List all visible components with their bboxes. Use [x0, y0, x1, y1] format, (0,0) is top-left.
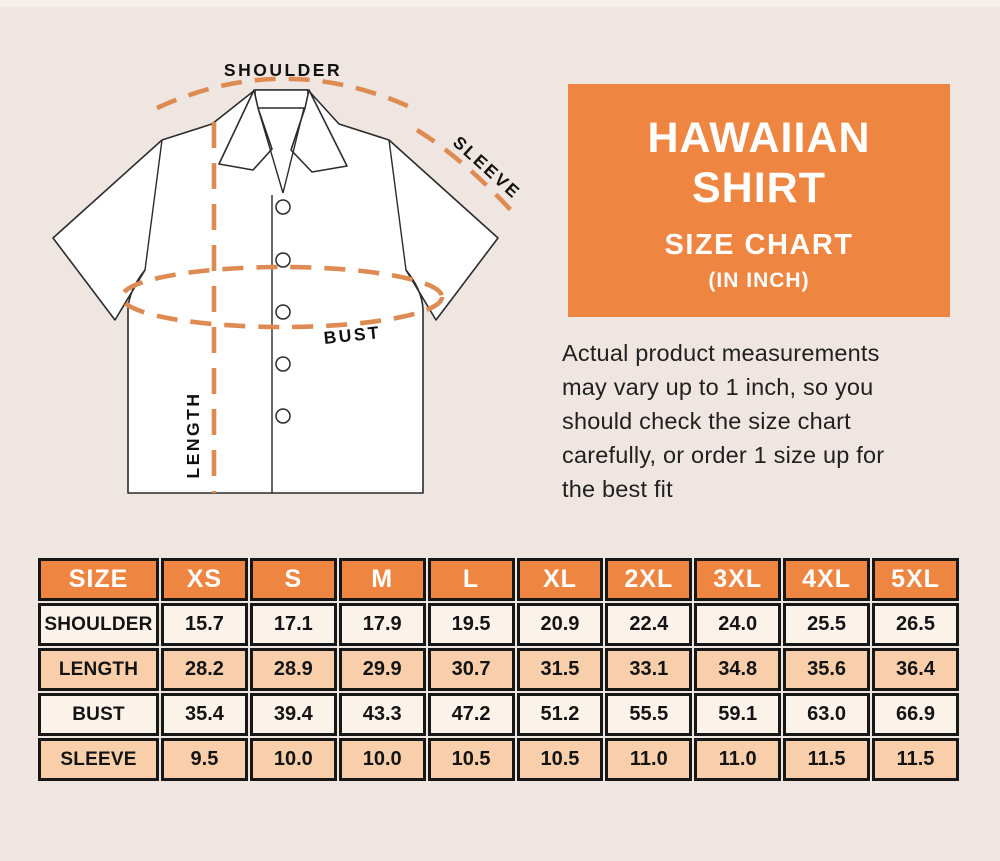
size-cell: 19.5	[427, 603, 515, 646]
size-cell: 11.0	[605, 738, 693, 781]
header-cell: XS	[161, 558, 248, 601]
size-cell: 66.9	[872, 693, 959, 736]
size-cell: 25.5	[783, 603, 870, 646]
length-measure-label: LENGTH	[183, 392, 203, 479]
table-row-sleeve: SLEEVE 9.5 10.0 10.0 10.5 10.5 11.0 11.0…	[38, 738, 959, 781]
size-cell: 10.0	[338, 738, 426, 781]
button	[275, 252, 291, 268]
neck-v-opening	[257, 107, 305, 194]
size-cell: 31.5	[516, 648, 604, 691]
note-line: the best fit	[562, 476, 673, 502]
header-cell: L	[427, 558, 515, 601]
size-cell: 24.0	[694, 603, 782, 646]
sleeve-measure-label: SLEEVE	[449, 132, 525, 203]
row-label: BUST	[38, 693, 159, 736]
size-cell: 51.2	[516, 693, 604, 736]
size-cell: 10.5	[516, 738, 604, 781]
size-cell: 33.1	[605, 648, 693, 691]
collar-left-flap	[218, 89, 273, 171]
size-cell: 63.0	[783, 693, 870, 736]
size-cell: 28.2	[161, 648, 248, 691]
size-cell: 17.9	[338, 603, 426, 646]
size-table-header-row: SIZE XS S M L XL 2XL 3XL 4XL 5XL	[38, 558, 959, 601]
header-cell: XL	[516, 558, 604, 601]
row-label: SHOULDER	[38, 603, 159, 646]
top-edge-strip	[0, 0, 1000, 7]
size-cell: 29.9	[338, 648, 426, 691]
collar-right-flap	[290, 89, 348, 173]
size-cell: 20.9	[516, 603, 604, 646]
size-cell: 9.5	[161, 738, 248, 781]
shirt-body-outline	[52, 89, 499, 494]
row-label: LENGTH	[38, 648, 159, 691]
size-cell: 39.4	[249, 693, 337, 736]
size-cell: 10.5	[427, 738, 515, 781]
note-line: carefully, or order 1 size up for	[562, 442, 885, 468]
table-row-length: LENGTH 28.2 28.9 29.9 30.7 31.5 33.1 34.…	[38, 648, 959, 691]
button	[275, 408, 291, 424]
header-cell: 4XL	[783, 558, 870, 601]
title-line-1: HAWAIIAN	[647, 114, 871, 162]
header-cell-size: SIZE	[38, 558, 159, 601]
size-cell: 30.7	[427, 648, 515, 691]
size-cell: 11.0	[694, 738, 782, 781]
size-cell: 17.1	[249, 603, 337, 646]
button	[275, 304, 291, 320]
title-subtitle: SIZE CHART	[664, 229, 854, 261]
table-row-shoulder: SHOULDER 15.7 17.1 17.9 19.5 20.9 22.4 2…	[38, 603, 959, 646]
right-armhole-seam	[388, 139, 407, 271]
title-line-2: SHIRT	[692, 164, 826, 212]
size-cell: 11.5	[872, 738, 959, 781]
size-cell: 35.4	[161, 693, 248, 736]
collar-band	[254, 89, 309, 109]
bust-measure-ellipse	[119, 264, 445, 330]
header-cell: 3XL	[694, 558, 782, 601]
table-row-bust: BUST 35.4 39.4 43.3 47.2 51.2 55.5 59.1 …	[38, 693, 959, 736]
measurement-note: Actual product measurements may vary up …	[562, 336, 982, 506]
button	[275, 199, 291, 215]
title-panel: HAWAIIAN SHIRT SIZE CHART (IN INCH)	[568, 84, 950, 317]
size-cell: 59.1	[694, 693, 782, 736]
header-cell: S	[249, 558, 337, 601]
note-line: may vary up to 1 inch, so you	[562, 374, 874, 400]
shoulder-measure-label: SHOULDER	[224, 60, 342, 80]
size-cell: 35.6	[783, 648, 870, 691]
size-cell: 28.9	[249, 648, 337, 691]
button	[275, 356, 291, 372]
shirt-measurement-diagram: SHOULDER SLEEVE BUST LENGTH	[25, 45, 555, 545]
header-cell: M	[338, 558, 426, 601]
row-label: SLEEVE	[38, 738, 159, 781]
size-cell: 15.7	[161, 603, 248, 646]
size-cell: 11.5	[783, 738, 870, 781]
size-cell: 43.3	[338, 693, 426, 736]
note-line: should check the size chart	[562, 408, 851, 434]
size-cell: 34.8	[694, 648, 782, 691]
size-cell: 55.5	[605, 693, 693, 736]
size-table: SIZE XS S M L XL 2XL 3XL 4XL 5XL SHOULDE…	[36, 556, 961, 783]
sleeve-measure-line	[415, 128, 520, 220]
size-cell: 36.4	[872, 648, 959, 691]
header-cell: 5XL	[872, 558, 959, 601]
shoulder-measure-line	[156, 76, 411, 111]
shirt-diagram-svg: SHOULDER SLEEVE BUST LENGTH	[52, 60, 525, 494]
note-line: Actual product measurements	[562, 340, 880, 366]
header-cell: 2XL	[605, 558, 693, 601]
title-unit-note: (IN INCH)	[708, 269, 810, 292]
size-cell: 47.2	[427, 693, 515, 736]
size-cell: 10.0	[249, 738, 337, 781]
size-cell: 26.5	[872, 603, 959, 646]
size-cell: 22.4	[605, 603, 693, 646]
left-armhole-seam	[144, 139, 163, 271]
